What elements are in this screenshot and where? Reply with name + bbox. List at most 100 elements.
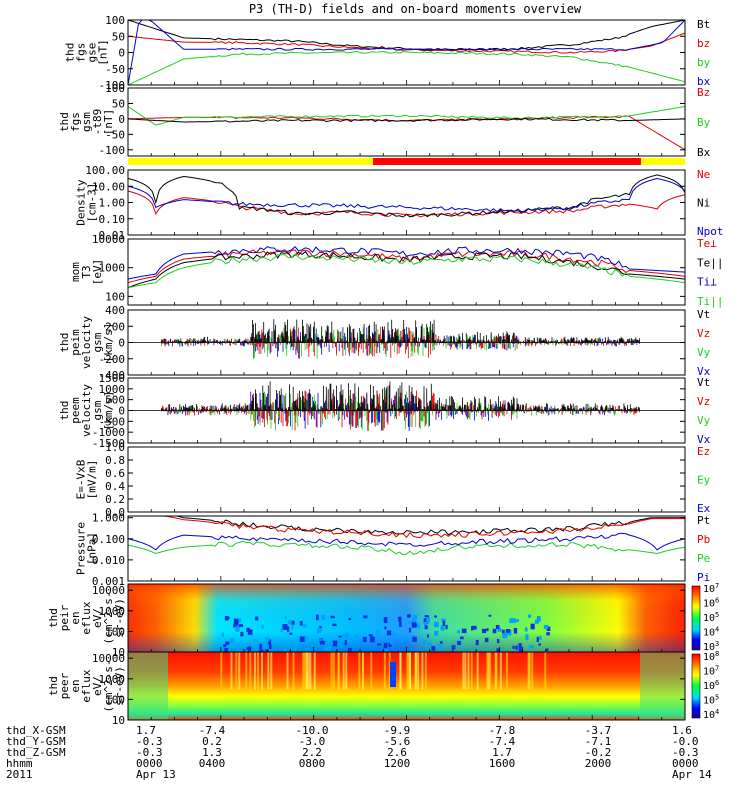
y-axis-label: eflux xyxy=(80,601,93,634)
spectrogram-speckle xyxy=(262,645,268,649)
y-axis-label: sr-eV) xyxy=(113,598,126,638)
spectrogram-speckle xyxy=(545,648,549,652)
spectrogram-streak xyxy=(270,652,273,690)
spectrogram-speckle xyxy=(481,628,487,634)
x-axis-value: 1600 xyxy=(489,757,516,770)
spectrogram-shading xyxy=(128,584,685,652)
x-axis-value: 0.2 xyxy=(202,735,222,748)
legend-By: By xyxy=(697,116,711,129)
y-tick-label: -400 xyxy=(99,369,126,382)
spectrogram-speckle xyxy=(233,623,238,628)
spectrogram-speckle xyxy=(512,645,515,649)
y-axis-label: [km/s] xyxy=(102,323,115,363)
spectrogram-speckle xyxy=(546,626,551,632)
x-axis-value: -9.9 xyxy=(384,724,411,737)
series-spikes-Vt xyxy=(161,319,640,343)
spectrogram-speckle xyxy=(472,625,477,630)
y-axis-label: -t89 xyxy=(91,109,104,136)
y-tick-label: 0.100 xyxy=(92,533,125,546)
spectrogram-speckle xyxy=(502,632,508,639)
spectrogram-speckle xyxy=(524,627,528,632)
x-axis-value: -0.0 xyxy=(672,735,699,748)
spectrogram-speckle xyxy=(376,630,380,636)
spectrogram-speckle xyxy=(475,639,479,646)
spectrogram-speckle xyxy=(510,618,516,623)
y-axis-label: thd xyxy=(58,401,71,421)
spectrogram-speckle xyxy=(433,621,439,628)
y-axis-label: thd xyxy=(58,112,71,132)
series-line-Pi xyxy=(127,532,686,551)
y-tick-label: 400 xyxy=(105,304,125,317)
series-line-bz xyxy=(127,32,686,54)
legend-Vt: Vt xyxy=(697,308,710,321)
y-axis-label: [nT] xyxy=(97,39,110,66)
panel-density: 0.01 0.10 1.00 10.00 100.00 Density[cm-3] Ne Ni… xyxy=(75,164,724,242)
y-axis-label: Pressure xyxy=(75,522,88,575)
spectrogram-streak xyxy=(399,652,402,690)
spectrogram-speckle xyxy=(440,625,445,631)
series-line-bx xyxy=(127,19,686,86)
y-axis-label: (cm^2-s- xyxy=(102,660,115,713)
spectrogram-streak xyxy=(235,652,238,690)
spectrogram-speckle xyxy=(400,639,405,643)
x-axis-value: -3.7 xyxy=(585,724,612,737)
y-tick-label: 100.00 xyxy=(85,164,125,177)
spectrogram-speckle xyxy=(386,630,392,636)
series-line-by xyxy=(127,51,686,86)
spectrogram-streak xyxy=(238,652,241,690)
spectrogram-streak xyxy=(220,652,223,690)
legend-Npot: Npot xyxy=(697,225,724,238)
spectrogram-speckle xyxy=(492,628,497,634)
y-tick-label: 1000 xyxy=(99,673,126,686)
panel-e_vxb: 0.00.20.40.60.81.0 E=-VxB[mV/m] Ez Ey Ex xyxy=(75,441,711,519)
y-axis-label: gse xyxy=(86,43,99,63)
spectrogram-streak xyxy=(388,652,391,690)
spectrogram-streak xyxy=(424,652,427,690)
spectrogram-streak xyxy=(462,652,465,690)
spectrogram-speckle xyxy=(501,629,505,634)
y-axis-label: (cm^2-s- xyxy=(102,592,115,645)
y-tick-label: 50 xyxy=(112,30,125,43)
legend-bx: bx xyxy=(697,75,711,88)
series-line-Ti⊥ xyxy=(127,245,686,280)
spectrogram-speckle xyxy=(383,642,388,649)
spectrogram-speckle xyxy=(456,630,460,634)
x-axis-value: 1.3 xyxy=(202,746,222,759)
legend-Ne: Ne xyxy=(697,168,710,181)
y-axis-label: fgs xyxy=(75,43,88,63)
spectrogram-speckle xyxy=(377,643,382,646)
y-axis-label: eV/ xyxy=(91,608,104,628)
y-tick-label: 0.01 xyxy=(99,229,126,242)
figure-title: P3 (TH-D) fields and on-board moments ov… xyxy=(249,2,582,16)
spectrogram-streak xyxy=(495,652,498,690)
spectrogram-streak xyxy=(306,652,309,690)
spectrogram-speckle xyxy=(284,616,287,619)
y-axis-label: [eV] xyxy=(91,259,104,286)
y-tick-label: 10000 xyxy=(92,233,125,246)
y-tick-label: -100 xyxy=(99,79,126,92)
y-tick-label: 1000 xyxy=(99,262,126,275)
spectrogram-speckle xyxy=(431,646,436,651)
mode-bar-slow-survey-end xyxy=(641,158,685,165)
y-axis-label: peir xyxy=(58,604,71,631)
y-axis-label: Density xyxy=(75,179,88,226)
spectrogram-speckle xyxy=(457,640,461,645)
spectrogram-speckle xyxy=(283,647,287,652)
spectrogram-speckle xyxy=(303,636,308,641)
spectrogram-speckle xyxy=(407,614,411,618)
x-axis-row-label: 2011 xyxy=(6,768,33,781)
x-axis-value: 2.6 xyxy=(387,746,407,759)
spectrogram-streak xyxy=(489,652,492,690)
spectrogram-speckle xyxy=(427,643,431,646)
y-tick-label: -50 xyxy=(105,63,125,76)
series-line-Te⊥ xyxy=(127,249,686,284)
spectrogram-speckle xyxy=(496,648,501,655)
spectrogram-streak xyxy=(531,652,534,690)
spectrogram-speckle xyxy=(385,648,389,654)
spectrogram-speckle xyxy=(486,628,489,632)
y-axis-label: thd xyxy=(64,43,77,63)
y-tick-label: 100 xyxy=(105,625,125,638)
spectrogram-streak xyxy=(407,652,410,690)
